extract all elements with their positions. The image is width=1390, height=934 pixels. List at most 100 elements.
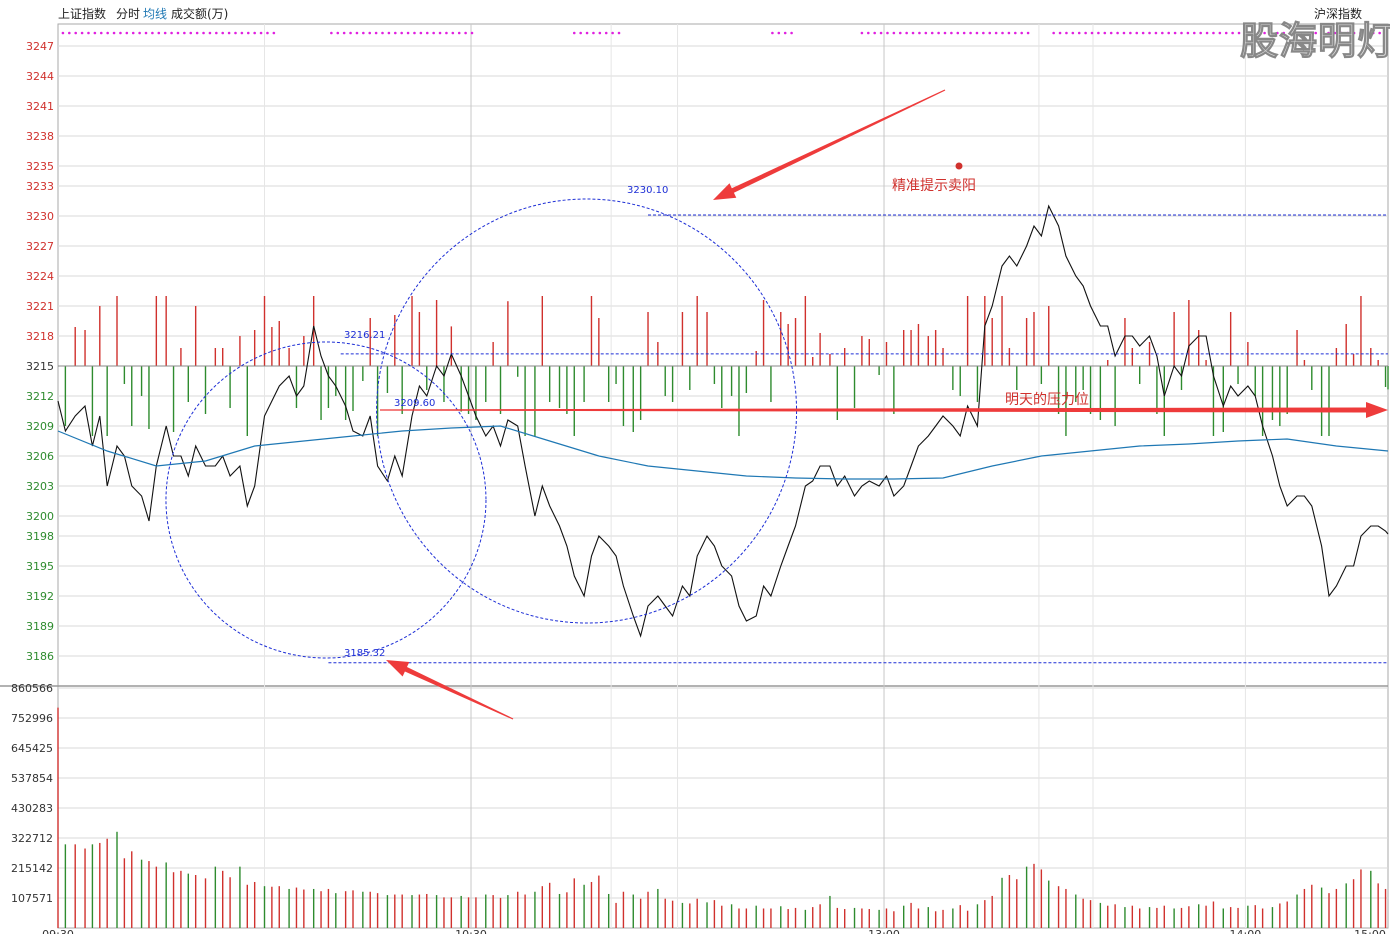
signal-dot	[1116, 31, 1119, 35]
signal-dot	[950, 31, 953, 35]
signal-dot	[1295, 31, 1298, 35]
signal-dot	[151, 31, 154, 35]
price-line	[57, 204, 1389, 638]
signal-dot	[1167, 31, 1171, 35]
price-tick-label: 3195	[26, 560, 54, 573]
signal-dot	[413, 31, 416, 35]
signal-dot	[176, 31, 180, 35]
signal-dot	[234, 31, 237, 35]
price-tick-label: 3224	[26, 270, 54, 283]
price-tick-label: 3209	[26, 420, 54, 433]
signal-dot	[617, 31, 621, 35]
price-tick-label: 3203	[26, 480, 54, 493]
signal-dot	[962, 31, 966, 35]
signal-dot	[969, 31, 972, 35]
signal-dot	[157, 31, 161, 35]
signal-dot	[1224, 31, 1228, 35]
signal-dot	[1231, 31, 1234, 35]
signal-dot	[330, 31, 333, 35]
arrow-resistance	[380, 402, 1388, 418]
tab-average[interactable]: 均线	[143, 7, 168, 21]
signal-dot	[1097, 31, 1100, 35]
signal-dot	[918, 31, 921, 35]
signal-dot	[195, 31, 199, 35]
signal-dot	[1192, 31, 1196, 35]
price-tick-label: 3186	[26, 650, 54, 663]
signal-dot	[208, 31, 212, 35]
signal-dot	[1327, 31, 1330, 35]
price-tick-label: 3192	[26, 590, 54, 603]
signal-dot	[119, 31, 122, 35]
signal-dot	[253, 31, 256, 35]
signal-dot	[982, 31, 985, 35]
signal-dot	[604, 31, 608, 35]
signal-dot	[1058, 31, 1062, 35]
signal-dot	[585, 31, 589, 35]
signal-dot	[1052, 31, 1055, 35]
signal-dot	[61, 31, 65, 35]
signal-dot	[771, 31, 774, 35]
signal-dot	[1314, 31, 1318, 35]
signal-dot	[227, 31, 231, 35]
sell-signal-dot	[955, 162, 963, 170]
signal-dot	[1365, 31, 1369, 35]
signal-dot	[1244, 31, 1247, 35]
signal-dot	[432, 31, 435, 35]
signal-dot	[943, 31, 947, 35]
signal-dot	[1308, 31, 1311, 35]
signal-dot	[1014, 31, 1017, 35]
signal-dot	[572, 31, 576, 35]
signal-dot	[144, 31, 148, 35]
circle-left	[165, 341, 487, 659]
signal-dot	[1007, 31, 1011, 35]
signal-dot	[1141, 31, 1145, 35]
signal-dot	[163, 31, 167, 35]
price-tick-label: 3206	[26, 450, 54, 463]
signal-dot	[1186, 31, 1190, 35]
compare-button[interactable]: 沪深指数	[1314, 7, 1363, 21]
signal-dot	[886, 31, 889, 35]
signal-dot	[860, 31, 864, 35]
signal-dot	[911, 31, 915, 35]
signal-dot	[470, 31, 474, 35]
price-tick-label: 3198	[26, 530, 54, 543]
signal-dot	[1077, 31, 1081, 35]
signal-dot	[240, 31, 244, 35]
signal-dot	[266, 31, 269, 35]
signal-dot	[336, 31, 340, 35]
chart-grid	[0, 23, 1389, 929]
volume-tick-label: 752996	[11, 712, 53, 725]
signal-dot	[1333, 31, 1337, 35]
signal-dot	[112, 31, 116, 35]
signal-dot	[425, 31, 429, 35]
arrow-to-low	[386, 660, 514, 720]
signal-dot	[1161, 31, 1164, 35]
index-name: 上证指数	[58, 7, 107, 21]
signal-dot	[1122, 31, 1126, 35]
price-tick-label: 3218	[26, 330, 54, 343]
signal-dot	[406, 31, 410, 35]
signal-dot	[892, 31, 896, 35]
chart-axes: 3247 3244 3241 3238 3235 3233 3230 3227 3224 3221…	[11, 40, 1386, 934]
signal-dot	[445, 31, 448, 35]
signal-dot	[1301, 31, 1305, 35]
watermark: 股海明灯	[1239, 19, 1390, 64]
signal-dot	[1288, 31, 1292, 35]
signal-dot	[1026, 31, 1030, 35]
signal-dot	[866, 31, 870, 35]
signal-dot	[994, 31, 998, 35]
mark-value-label: 3209.60	[394, 398, 435, 409]
low-value-label: 3185.32	[344, 648, 385, 659]
signal-dot	[579, 31, 582, 35]
tab-intraday[interactable]: 分时	[116, 7, 141, 21]
signal-dot	[1263, 31, 1266, 35]
signal-dot	[259, 31, 263, 35]
signal-dot	[215, 31, 218, 35]
time-tick-label: 09:30	[42, 928, 74, 934]
signal-dot	[592, 31, 595, 35]
signal-dots	[61, 31, 1388, 35]
signal-dot	[1199, 31, 1202, 35]
signal-dot	[1071, 31, 1075, 35]
signal-dot	[1173, 31, 1177, 35]
